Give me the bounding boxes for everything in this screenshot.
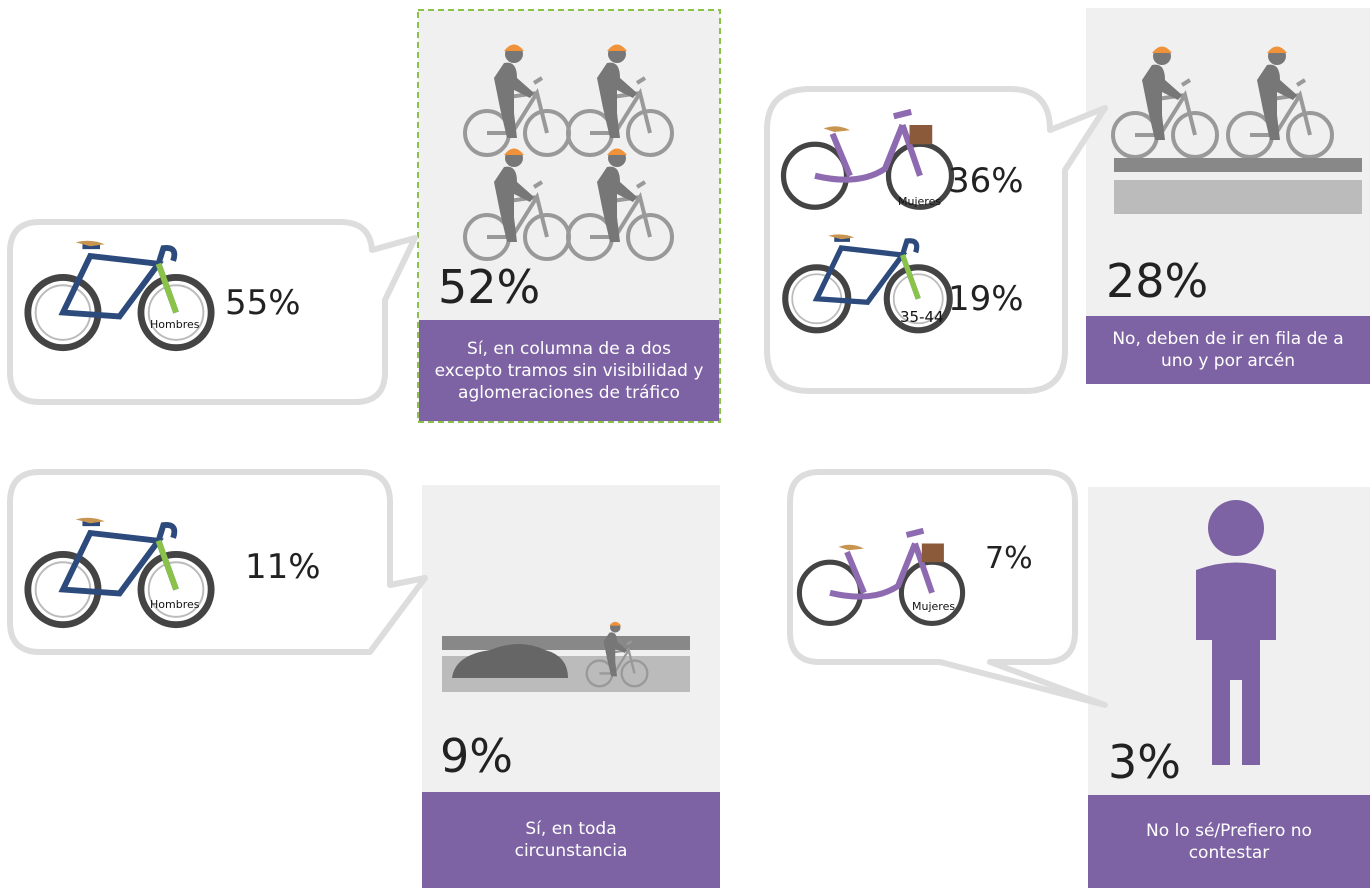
callout-tag: Mujeres <box>912 600 955 613</box>
percent: 3% <box>1108 735 1181 789</box>
road <box>442 636 690 650</box>
callout-percent: 36% <box>948 161 1024 201</box>
callout-percent: 19% <box>948 279 1024 319</box>
percent: 9% <box>440 729 513 783</box>
bubbles <box>7 86 1108 708</box>
answer-label: No, deben de ir en fila de a uno y por a… <box>1086 316 1370 384</box>
callout-percent: 11% <box>245 547 321 587</box>
shoulder <box>1114 180 1362 214</box>
car <box>452 644 568 678</box>
callout-tag: Hombres <box>150 598 200 611</box>
answer-label: Sí, en toda circunstancia <box>422 792 720 888</box>
person <box>1196 500 1276 765</box>
callout-tag: Mujeres <box>898 195 941 208</box>
callout-tag: 35-44 <box>900 308 944 326</box>
percent: 28% <box>1106 254 1208 308</box>
road <box>1114 158 1362 172</box>
percent: 52% <box>438 260 540 314</box>
callout-tag: Hombres <box>150 318 200 331</box>
callout-percent: 55% <box>225 283 301 323</box>
callout-percent: 7% <box>985 541 1033 576</box>
answer-label: Sí, en columna de a dos excepto tramos s… <box>419 320 719 421</box>
answer-label: No lo sé/Prefiero no contestar <box>1088 795 1370 888</box>
